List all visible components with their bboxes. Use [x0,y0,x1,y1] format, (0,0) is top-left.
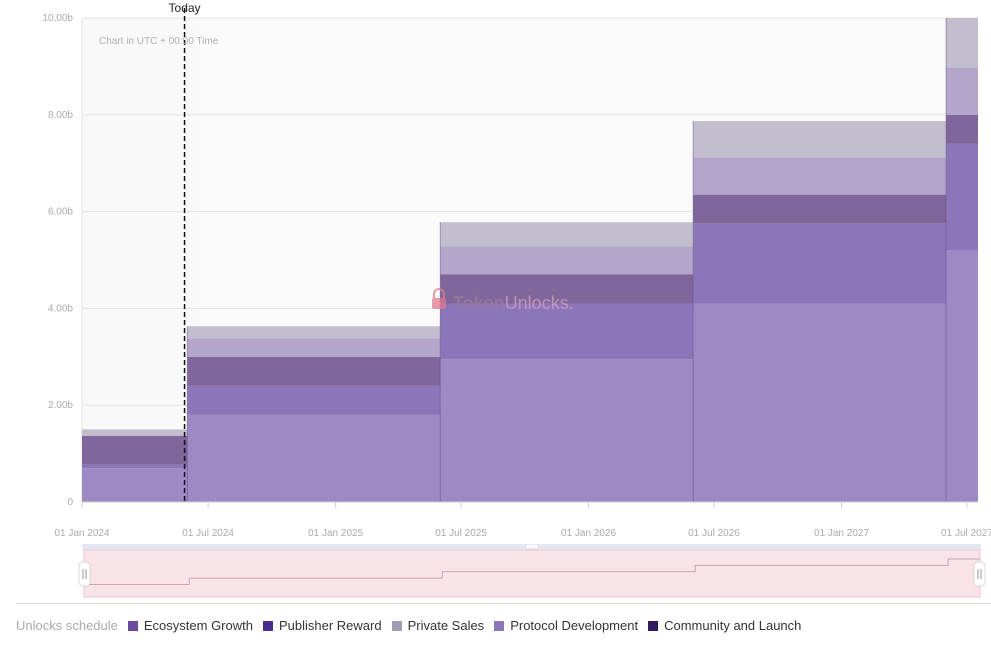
legend-item-protocol-development[interactable]: Protocol Development [494,618,638,633]
x-tick-label: 01 Jul 2026 [688,528,740,539]
watermark: TokenUnlocks. [432,288,574,313]
x-tick-label: 01 Jul 2025 [435,528,487,539]
legend-title: Unlocks schedule [16,618,118,633]
navigator-series-line [84,558,980,585]
navigator-window[interactable] [83,549,981,598]
legend-item-community-and-launch[interactable]: Community and Launch [648,618,801,633]
legend-item-ecosystem-growth[interactable]: Ecosystem Growth [127,618,253,633]
x-tick-label: 01 Jul 2024 [182,528,234,539]
x-tick-label: 01 Jan 2027 [814,528,869,539]
area-series-ecosystem-growth[interactable] [82,143,978,469]
area-series-protocol-development[interactable] [82,250,978,502]
navigator-right-handle[interactable] [973,561,986,587]
legend-label: Ecosystem Growth [143,618,253,633]
x-tick-label: 01 Jan 2025 [308,528,363,539]
navigator[interactable] [78,544,986,598]
legend-swatch [262,620,273,631]
area-series-publisher-reward[interactable] [82,18,978,436]
legend-swatch [648,620,659,631]
y-tick-label: 0 [67,497,73,508]
area-series-community-and-launch[interactable] [82,114,978,465]
plot-background-past [82,18,199,502]
watermark-lock-icon [432,288,446,309]
y-tick-label: 4.00b [48,303,73,314]
y-tick-label: 6.00b [48,207,73,218]
x-axis-ticks: 01 Jan 2024 01 Jul 2024 01 Jan 2025 01 Jul … [54,502,991,539]
y-tick-label: 8.00b [48,110,73,121]
legend-swatch [494,620,505,631]
y-tick-label: 10.00b [42,13,73,24]
navigator-grip[interactable] [527,545,537,548]
y-tick-label: 2.00b [48,400,73,411]
navigator-left-handle[interactable] [78,561,91,587]
x-tick-label: 01 Jan 2026 [561,528,616,539]
legend-label: Community and Launch [664,618,802,633]
legend-item-private-sales[interactable]: Private Sales [391,618,485,633]
legend: Unlocks schedule Ecosystem Growth Publis… [16,603,991,647]
utc-note: Chart in UTC + 00:00 Time [99,36,219,47]
legend-swatch [391,620,402,631]
x-tick-label: 01 Jul 2027 [941,528,991,539]
legend-label: Protocol Development [510,618,639,633]
legend-item-publisher-reward[interactable]: Publisher Reward [262,618,382,633]
today-label: Today [169,1,201,15]
legend-label: Private Sales [407,618,485,633]
watermark-text: TokenUnlocks. [453,293,574,313]
stacked-areas [82,18,978,502]
unlock-chart: 01 Jan 2024 01 Jul 2024 01 Jan 2025 01 Jul … [42,1,991,598]
area-series-private-sales[interactable] [82,67,978,436]
y-axis-ticks: 0 2.00b 4.00b 6.00b 8.00b 10.00b [42,13,73,508]
legend-swatch [127,620,138,631]
x-tick-label: 01 Jan 2024 [54,528,109,539]
legend-label: Publisher Reward [278,618,382,633]
